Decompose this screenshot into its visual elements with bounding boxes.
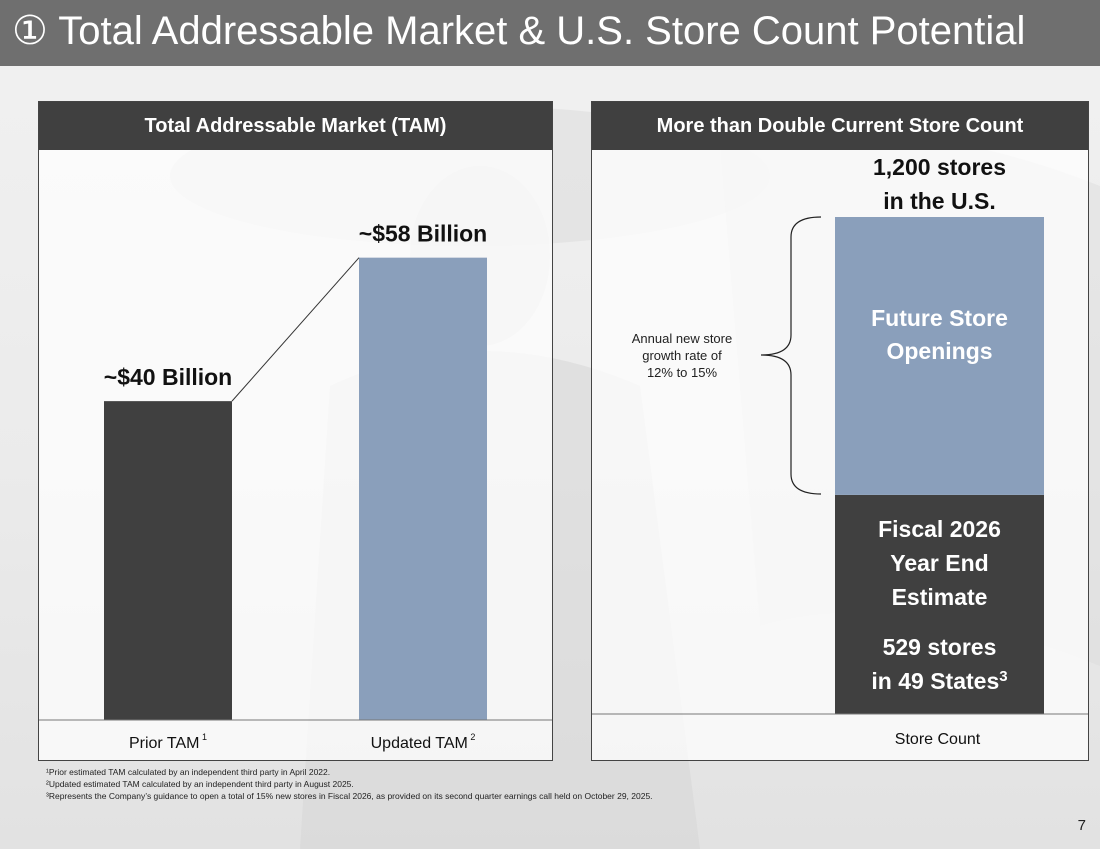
tam-category-label-2: Updated TAM 2 — [371, 732, 476, 752]
estimate-label-line3: Estimate — [892, 584, 988, 610]
tam-value-label-1: ~$40 Billion — [104, 364, 232, 390]
total-stores-line1: 1,200 stores — [873, 154, 1006, 180]
page-title: ① Total Addressable Market & U.S. Store … — [12, 9, 1026, 53]
store-count-panel-header: More than Double Current Store Count — [592, 102, 1088, 150]
current-stores-line1: 529 stores — [883, 634, 997, 660]
store-count-axis-label: Store Count — [895, 731, 981, 748]
growth-rate-line3: 12% to 15% — [647, 365, 718, 380]
store-count-panel: More than Double Current Store Count Ann… — [591, 101, 1089, 761]
tam-connector-line — [231, 257, 360, 402]
store-segment-1 — [835, 494, 1044, 714]
store-segment-2 — [835, 217, 1044, 495]
page-number: 7 — [1077, 817, 1086, 834]
tam-panel-header: Total Addressable Market (TAM) — [39, 102, 552, 150]
future-openings-line2: Openings — [886, 338, 992, 364]
tam-category-superscript-1: 1 — [200, 732, 208, 742]
growth-rate-line2: growth rate of — [642, 348, 722, 363]
footnote-3: ³Represents the Company’s guidance to op… — [46, 791, 653, 801]
future-openings-line1: Future Store — [871, 305, 1008, 331]
tam-category-superscript-2: 2 — [468, 732, 476, 742]
current-stores-superscript: 3 — [999, 668, 1007, 685]
title-bar: ① Total Addressable Market & U.S. Store … — [0, 0, 1100, 66]
current-stores-line2: in 49 States3 — [871, 668, 1007, 694]
tam-bar-2 — [359, 257, 487, 720]
growth-rate-line1: Annual new store — [632, 331, 732, 346]
tam-bar-1 — [104, 401, 232, 720]
tam-chart: ~$40 Billion Prior TAM 1 ~$58 Billion Updat… — [39, 221, 552, 752]
estimate-label-line2: Year End — [890, 550, 988, 576]
tam-category-label-1: Prior TAM 1 — [129, 732, 207, 752]
total-stores-line2: in the U.S. — [883, 188, 995, 214]
tam-value-label-2: ~$58 Billion — [359, 221, 487, 247]
tam-panel: Total Addressable Market (TAM) ~$40 Bill… — [38, 101, 553, 761]
growth-brace-icon — [760, 216, 822, 495]
footnote-1: ¹Prior estimated TAM calculated by an in… — [46, 767, 331, 777]
estimate-label-line1: Fiscal 2026 — [878, 516, 1001, 542]
footnote-2: ²Updated estimated TAM calculated by an … — [46, 779, 354, 789]
store-count-chart: Annual new store growth rate of 12% to 1… — [592, 154, 1088, 748]
footnotes: ¹Prior estimated TAM calculated by an in… — [46, 766, 653, 802]
